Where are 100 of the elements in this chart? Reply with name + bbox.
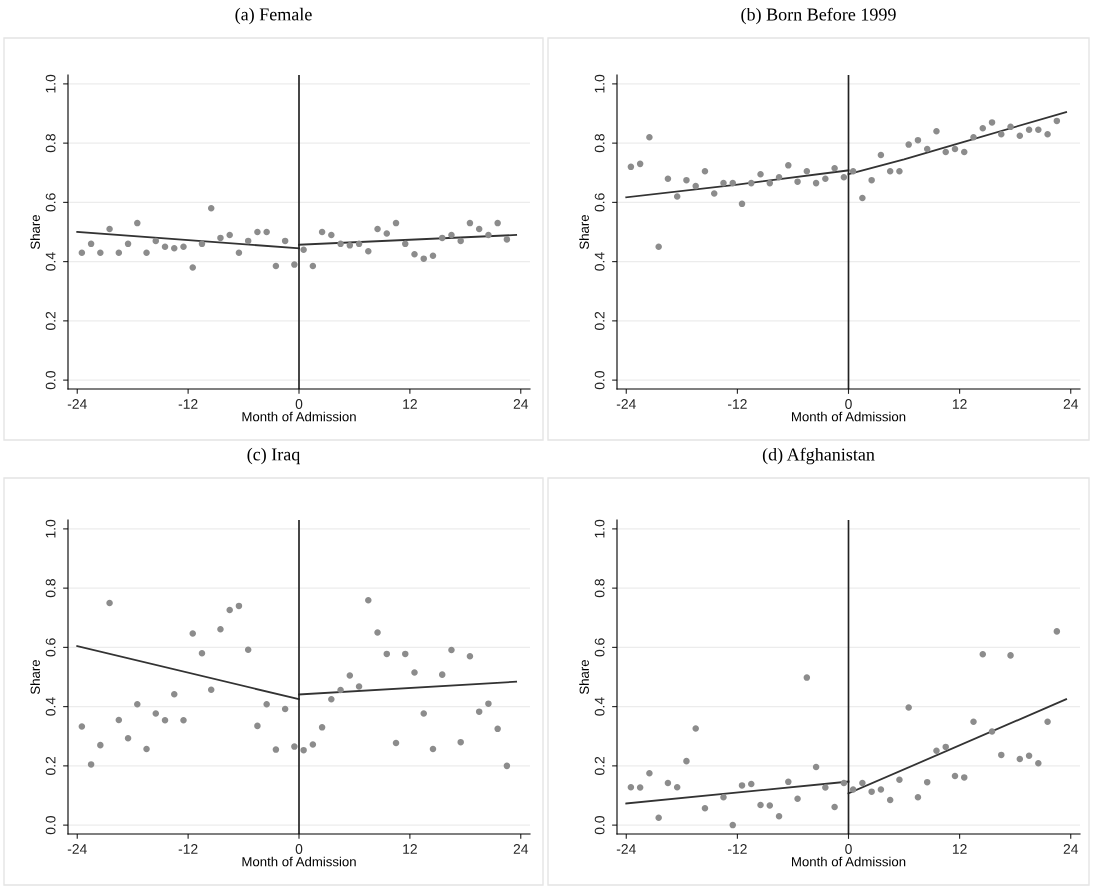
point <box>383 230 391 237</box>
point <box>748 780 755 788</box>
point <box>896 776 903 784</box>
point <box>106 599 113 607</box>
point <box>180 716 187 724</box>
point <box>627 163 635 171</box>
point <box>207 686 215 693</box>
x-tick-label: -24 <box>67 399 87 409</box>
y-tick-label: 0.6 <box>594 638 605 657</box>
point <box>355 240 363 248</box>
point <box>914 794 922 801</box>
y-tick-label: 1.0 <box>45 74 56 93</box>
x-tick-label: 0 <box>295 399 303 409</box>
point <box>281 705 289 713</box>
point <box>217 234 224 242</box>
point <box>254 722 261 730</box>
x-axis-title: Month of Admission <box>792 411 906 422</box>
point <box>263 228 270 236</box>
point <box>1044 130 1051 138</box>
y-tick-label: 0.8 <box>45 579 56 598</box>
point <box>683 176 690 184</box>
point <box>383 650 391 658</box>
point <box>877 786 885 793</box>
point <box>636 784 644 791</box>
point <box>673 783 681 791</box>
point <box>646 770 653 777</box>
point <box>960 148 968 156</box>
point <box>1044 718 1051 725</box>
point <box>115 249 123 256</box>
point <box>951 145 959 153</box>
y-tick-label: 1.0 <box>45 519 56 538</box>
point <box>124 240 132 248</box>
point <box>868 176 875 184</box>
point <box>849 168 857 175</box>
point <box>914 136 922 144</box>
chart-title: (d) Afghanistan <box>762 447 875 465</box>
point <box>1016 132 1024 139</box>
point <box>217 626 224 633</box>
point <box>1007 123 1014 131</box>
y-axis-title: Share <box>30 214 40 249</box>
y-tick-label: 0.6 <box>594 193 605 212</box>
point <box>738 782 746 789</box>
y-tick-label: 0.2 <box>45 756 56 775</box>
y-tick-label: 0.8 <box>594 134 605 153</box>
point <box>822 175 829 182</box>
point <box>831 165 838 172</box>
point <box>905 141 912 148</box>
y-axis-title: Share <box>30 659 40 694</box>
y-tick-label: 0.4 <box>594 697 605 716</box>
x-tick-label: 12 <box>952 844 967 854</box>
point <box>300 746 307 754</box>
point <box>831 803 838 811</box>
point <box>1035 759 1042 767</box>
y-tick-label: 0.2 <box>594 756 605 775</box>
point <box>281 237 289 245</box>
chart-title: (a) Female <box>235 7 312 25</box>
point <box>346 672 354 679</box>
point <box>692 725 699 732</box>
point <box>466 653 474 660</box>
point <box>1025 752 1033 760</box>
y-tick-label: 0.8 <box>45 134 56 153</box>
point <box>161 716 169 724</box>
point <box>411 250 418 258</box>
point <box>328 231 335 239</box>
point <box>970 718 977 725</box>
point <box>420 255 427 262</box>
point <box>374 629 381 636</box>
point <box>485 231 492 239</box>
point <box>701 804 709 812</box>
point <box>998 130 1005 138</box>
point <box>97 249 104 256</box>
x-tick-label: 24 <box>1063 844 1079 854</box>
point <box>438 234 446 242</box>
y-tick-label: 0.8 <box>594 579 605 598</box>
point <box>785 778 792 786</box>
point <box>318 724 326 731</box>
point <box>244 646 252 653</box>
x-tick-label: 0 <box>295 844 303 854</box>
point <box>877 151 885 159</box>
point <box>822 784 829 791</box>
point <box>448 646 455 654</box>
point <box>291 261 298 268</box>
point <box>466 219 474 227</box>
point <box>951 772 959 780</box>
point <box>868 788 875 795</box>
point <box>402 240 409 248</box>
x-tick-label: 24 <box>1063 399 1079 409</box>
point <box>1053 117 1061 125</box>
point <box>457 738 464 746</box>
point <box>374 225 381 233</box>
point <box>235 602 243 610</box>
point <box>300 246 307 254</box>
point <box>143 745 150 753</box>
point <box>785 162 792 169</box>
y-tick-label: 0.2 <box>594 311 605 330</box>
x-tick-label: -24 <box>616 844 636 854</box>
point <box>748 179 755 187</box>
point <box>794 178 801 185</box>
point <box>849 786 857 793</box>
y-tick-label: 0.4 <box>45 252 56 271</box>
